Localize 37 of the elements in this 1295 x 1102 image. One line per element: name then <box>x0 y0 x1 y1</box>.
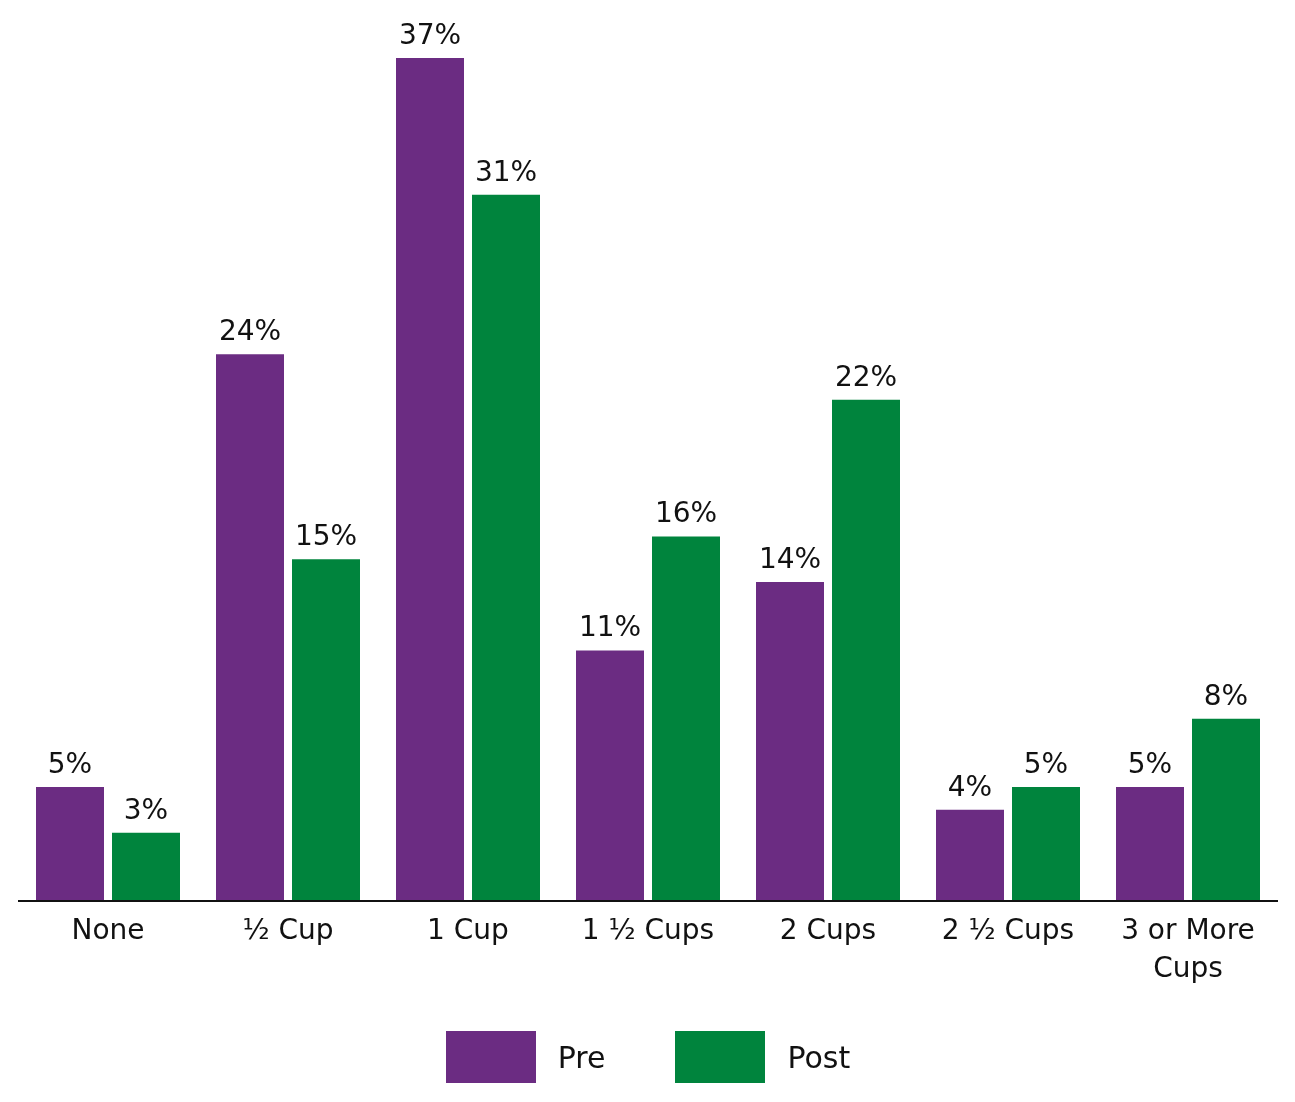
bar <box>1116 787 1184 901</box>
data-label: 5% <box>47 747 93 781</box>
x-tick-label: 1 Cup <box>427 913 509 946</box>
data-label: 15% <box>294 519 358 553</box>
x-tick-label: 1 ½ Cups <box>581 913 715 946</box>
data-label: 5% <box>1023 747 1069 781</box>
x-tick-label: ½ Cup <box>242 913 334 946</box>
data-label: 4% <box>947 769 993 803</box>
legend-label: Post <box>787 1039 851 1075</box>
bar <box>292 559 360 901</box>
data-label: 37% <box>398 18 462 51</box>
bar <box>112 832 180 901</box>
x-tick-label: 3 or More Cups <box>1121 913 1255 984</box>
data-label: 31% <box>474 154 538 188</box>
data-label: 8% <box>1203 678 1249 712</box>
bar <box>756 582 824 901</box>
data-label: 11% <box>578 610 642 644</box>
x-tick-label: None <box>71 913 145 946</box>
legend-label: Pre <box>557 1039 606 1075</box>
x-tick-label: 2 ½ Cups <box>941 913 1075 946</box>
bar <box>216 354 284 901</box>
bar <box>576 650 644 901</box>
data-label: 3% <box>123 792 169 826</box>
data-label: 14% <box>758 542 822 576</box>
bar <box>472 194 540 901</box>
data-label: 22% <box>834 359 898 393</box>
bar <box>396 58 464 901</box>
data-label: 24% <box>218 314 282 348</box>
bar <box>1192 718 1260 901</box>
x-tick-label: 2 Cups <box>779 913 877 946</box>
data-label: 16% <box>654 496 718 530</box>
data-label: 5% <box>1127 747 1173 781</box>
bar <box>652 536 720 901</box>
bar <box>832 399 900 901</box>
bar <box>36 787 104 901</box>
bar <box>936 809 1004 901</box>
bar <box>1012 787 1080 901</box>
